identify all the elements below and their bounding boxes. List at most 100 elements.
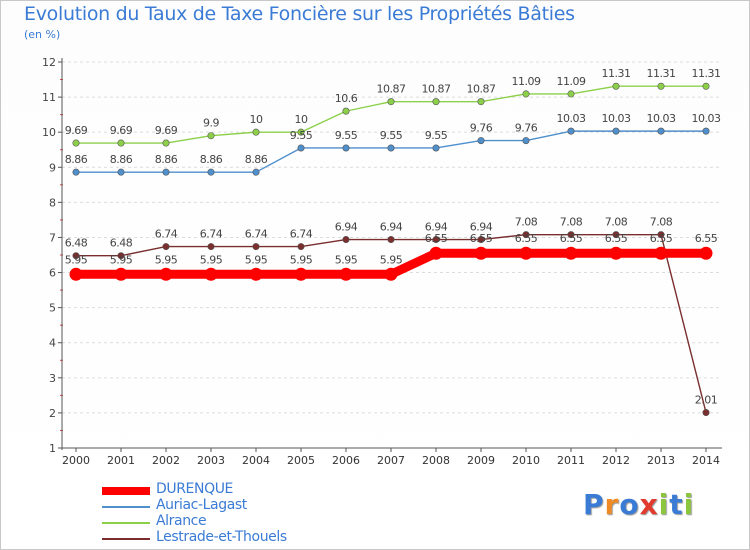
data-point — [477, 236, 485, 244]
data-label: 9.69 — [65, 124, 88, 137]
data-label: 9.55 — [380, 129, 403, 142]
y-tick-label: 12 — [42, 56, 56, 69]
data-point — [702, 82, 710, 90]
x-tick-label: 2007 — [377, 454, 405, 467]
data-point — [657, 231, 665, 239]
data-point — [297, 243, 305, 251]
data-point — [702, 127, 710, 135]
logo-letter: t — [669, 488, 684, 521]
logo-letter: x — [639, 488, 659, 521]
x-tick-label: 2010 — [512, 454, 540, 467]
y-unit-label: (en %) — [24, 28, 61, 41]
data-point — [387, 236, 395, 244]
data-point — [387, 98, 395, 106]
data-point — [72, 252, 80, 260]
x-tick-label: 2002 — [152, 454, 180, 467]
data-label: 6.55 — [560, 232, 583, 245]
data-point — [342, 144, 350, 152]
data-label: 10.87 — [422, 83, 451, 96]
legend-swatch — [102, 487, 150, 495]
data-label: 8.86 — [200, 153, 223, 166]
x-tick-label: 2011 — [557, 454, 585, 467]
x-tick-label: 2001 — [107, 454, 135, 467]
logo-letter: i — [683, 488, 695, 521]
data-point — [384, 267, 398, 281]
data-label: 6.55 — [425, 232, 448, 245]
data-point — [654, 246, 668, 260]
data-label: 11.09 — [512, 75, 541, 88]
proxiti-logo: Proxiti — [583, 488, 694, 521]
x-tick-label: 2009 — [467, 454, 495, 467]
legend-swatch — [102, 522, 150, 524]
data-point — [699, 246, 713, 260]
data-point — [162, 168, 170, 176]
data-label: 6.74 — [200, 228, 223, 241]
data-label: 9.55 — [425, 129, 448, 142]
data-point — [249, 267, 263, 281]
legend-label: DURENQUE — [156, 481, 233, 497]
data-label: 9.69 — [110, 124, 133, 137]
y-tick-label: 5 — [49, 302, 56, 315]
data-label: 9.76 — [515, 122, 538, 135]
data-point — [567, 90, 575, 98]
data-point — [159, 267, 173, 281]
y-tick-label: 7 — [49, 231, 56, 244]
data-point — [252, 128, 260, 136]
data-point — [117, 139, 125, 147]
logo-letter: r — [604, 488, 620, 521]
data-label: 7.08 — [515, 216, 538, 229]
y-tick-label: 1 — [49, 442, 56, 455]
data-label: 8.86 — [245, 153, 268, 166]
data-label: 6.55 — [605, 232, 628, 245]
data-point — [522, 90, 530, 98]
chart-title: Evolution du Taux de Taxe Foncière sur l… — [24, 3, 575, 25]
data-label: 5.95 — [65, 253, 88, 266]
y-tick-label: 9 — [49, 161, 56, 174]
data-point — [432, 144, 440, 152]
data-point — [342, 236, 350, 244]
data-point — [72, 168, 80, 176]
data-label: 2.01 — [695, 394, 718, 407]
data-label: 5.95 — [335, 253, 358, 266]
data-label: 11.31 — [602, 67, 631, 80]
data-point — [567, 231, 575, 239]
data-point — [207, 132, 215, 140]
data-point — [252, 243, 260, 251]
data-point — [612, 82, 620, 90]
x-tick-label: 2006 — [332, 454, 360, 467]
data-point — [387, 144, 395, 152]
data-label: 6.55 — [695, 232, 718, 245]
data-point — [72, 139, 80, 147]
data-label: 10.03 — [602, 112, 631, 125]
data-point — [429, 246, 443, 260]
data-label: 6.74 — [290, 228, 313, 241]
x-tick-label: 2008 — [422, 454, 450, 467]
data-point — [657, 82, 665, 90]
data-point — [612, 231, 620, 239]
legend-swatch — [102, 538, 150, 540]
legend-label: Lestrade-et-Thouels — [156, 529, 287, 545]
data-point — [339, 267, 353, 281]
data-label: 8.86 — [155, 153, 178, 166]
legend-label: Alrance — [156, 513, 207, 529]
logo-letter: o — [619, 488, 640, 521]
data-label: 11.31 — [692, 67, 721, 80]
data-point — [114, 267, 128, 281]
data-label: 9.55 — [335, 129, 358, 142]
data-point — [69, 267, 83, 281]
data-label: 6.94 — [380, 221, 403, 234]
data-label: 10.03 — [647, 112, 676, 125]
data-point — [297, 144, 305, 152]
data-label: 9.69 — [155, 124, 178, 137]
data-label: 6.48 — [110, 237, 133, 250]
data-label: 6.55 — [470, 232, 493, 245]
data-point — [117, 252, 125, 260]
x-tick-label: 2000 — [62, 454, 90, 467]
logo-letter: i — [658, 488, 670, 521]
data-label: 5.95 — [200, 253, 223, 266]
legend-label: Auriac-Lagast — [156, 497, 247, 513]
data-point — [522, 231, 530, 239]
data-label: 6.94 — [335, 221, 358, 234]
data-label: 5.95 — [290, 253, 313, 266]
